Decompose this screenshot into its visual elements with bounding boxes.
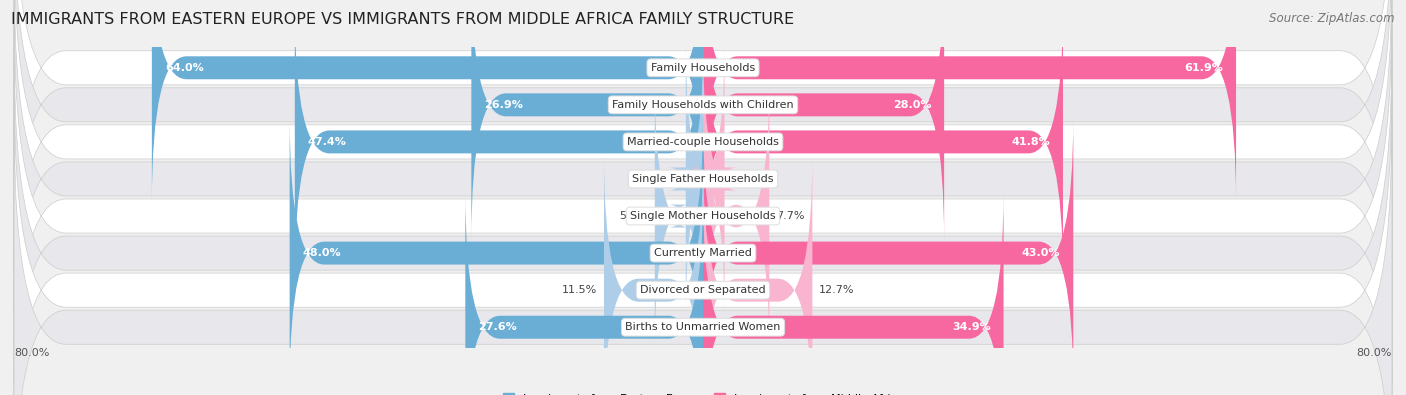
Text: 2.5%: 2.5% bbox=[731, 174, 759, 184]
FancyBboxPatch shape bbox=[295, 5, 703, 278]
Legend: Immigrants from Eastern Europe, Immigrants from Middle Africa: Immigrants from Eastern Europe, Immigran… bbox=[498, 389, 908, 395]
Text: 61.9%: 61.9% bbox=[1184, 63, 1223, 73]
Text: Divorced or Separated: Divorced or Separated bbox=[640, 285, 766, 295]
FancyBboxPatch shape bbox=[14, 11, 1392, 395]
Text: 12.7%: 12.7% bbox=[820, 285, 855, 295]
Text: Currently Married: Currently Married bbox=[654, 248, 752, 258]
FancyBboxPatch shape bbox=[14, 0, 1392, 384]
Text: Source: ZipAtlas.com: Source: ZipAtlas.com bbox=[1270, 12, 1395, 25]
FancyBboxPatch shape bbox=[465, 190, 703, 395]
Text: 2.0%: 2.0% bbox=[651, 174, 679, 184]
FancyBboxPatch shape bbox=[14, 0, 1392, 310]
FancyBboxPatch shape bbox=[14, 0, 1392, 347]
FancyBboxPatch shape bbox=[703, 0, 1236, 205]
Text: 47.4%: 47.4% bbox=[308, 137, 347, 147]
FancyBboxPatch shape bbox=[471, 0, 703, 242]
FancyBboxPatch shape bbox=[703, 79, 769, 353]
Text: Births to Unmarried Women: Births to Unmarried Women bbox=[626, 322, 780, 332]
FancyBboxPatch shape bbox=[14, 0, 1392, 273]
Text: 48.0%: 48.0% bbox=[302, 248, 342, 258]
FancyBboxPatch shape bbox=[703, 5, 1063, 278]
FancyBboxPatch shape bbox=[703, 190, 1004, 395]
FancyBboxPatch shape bbox=[152, 0, 703, 205]
Text: 41.8%: 41.8% bbox=[1011, 137, 1050, 147]
FancyBboxPatch shape bbox=[14, 85, 1392, 395]
Text: 28.0%: 28.0% bbox=[893, 100, 931, 110]
FancyBboxPatch shape bbox=[14, 122, 1392, 395]
Text: 5.6%: 5.6% bbox=[620, 211, 648, 221]
Text: Single Father Households: Single Father Households bbox=[633, 174, 773, 184]
Text: 43.0%: 43.0% bbox=[1022, 248, 1060, 258]
Text: 80.0%: 80.0% bbox=[1357, 348, 1392, 357]
FancyBboxPatch shape bbox=[690, 42, 738, 316]
Text: 80.0%: 80.0% bbox=[14, 348, 49, 357]
Text: 26.9%: 26.9% bbox=[484, 100, 523, 110]
Text: IMMIGRANTS FROM EASTERN EUROPE VS IMMIGRANTS FROM MIDDLE AFRICA FAMILY STRUCTURE: IMMIGRANTS FROM EASTERN EUROPE VS IMMIGR… bbox=[11, 12, 794, 27]
FancyBboxPatch shape bbox=[669, 42, 720, 316]
Text: 11.5%: 11.5% bbox=[562, 285, 598, 295]
Text: Single Mother Households: Single Mother Households bbox=[630, 211, 776, 221]
FancyBboxPatch shape bbox=[703, 153, 813, 395]
FancyBboxPatch shape bbox=[655, 79, 703, 353]
FancyBboxPatch shape bbox=[290, 117, 703, 390]
Text: Family Households: Family Households bbox=[651, 63, 755, 73]
FancyBboxPatch shape bbox=[14, 48, 1392, 395]
Text: Family Households with Children: Family Households with Children bbox=[612, 100, 794, 110]
Text: 64.0%: 64.0% bbox=[165, 63, 204, 73]
FancyBboxPatch shape bbox=[605, 153, 703, 395]
Text: 34.9%: 34.9% bbox=[952, 322, 991, 332]
Text: Married-couple Households: Married-couple Households bbox=[627, 137, 779, 147]
Text: 27.6%: 27.6% bbox=[478, 322, 517, 332]
Text: 7.7%: 7.7% bbox=[776, 211, 804, 221]
FancyBboxPatch shape bbox=[703, 117, 1073, 390]
FancyBboxPatch shape bbox=[703, 0, 945, 242]
